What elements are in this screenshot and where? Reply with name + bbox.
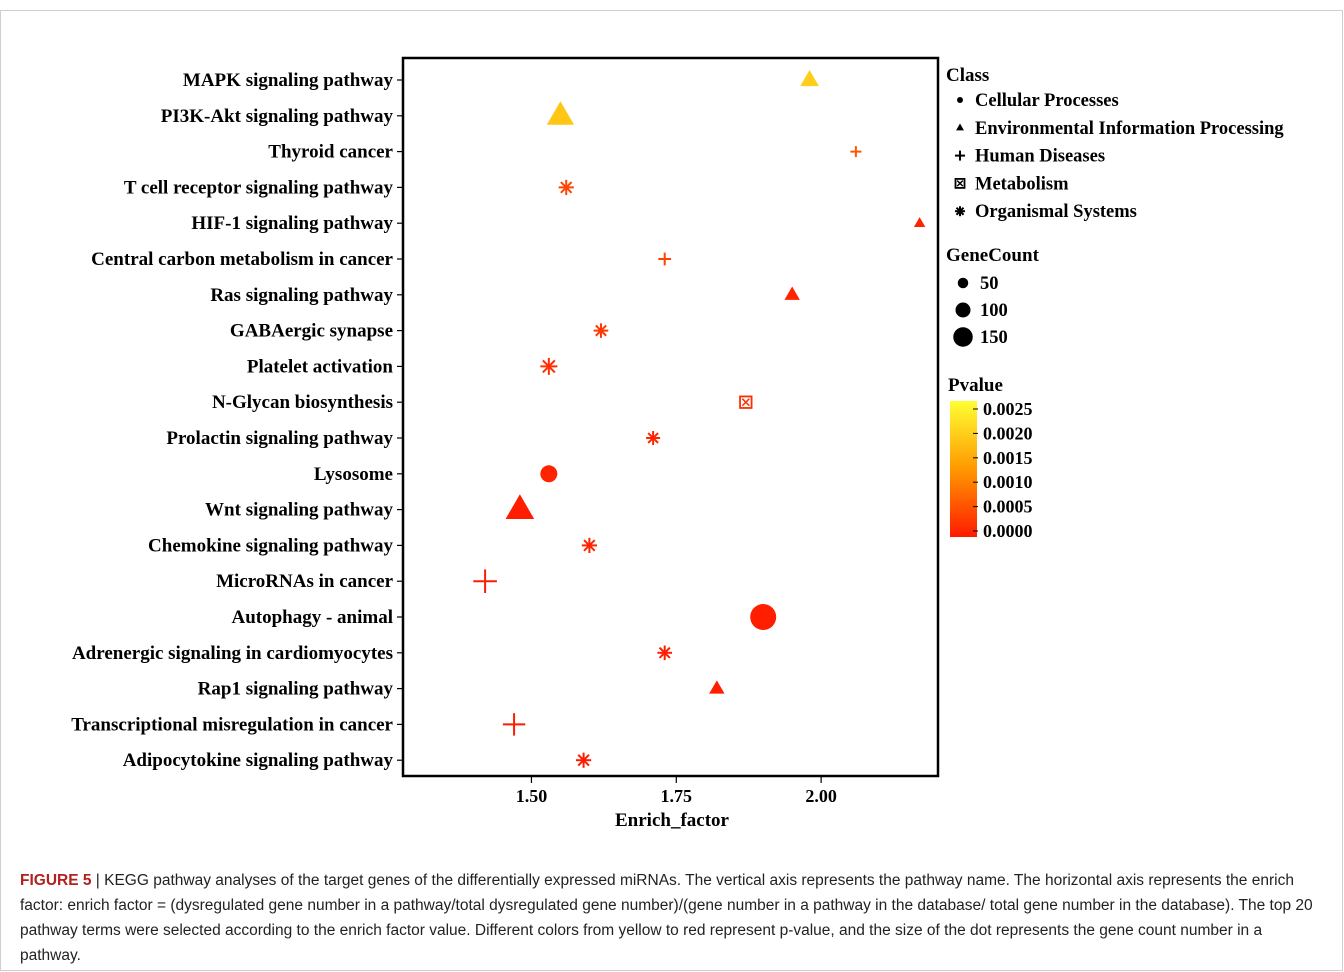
point-wnt-signaling-pathway: [505, 494, 535, 519]
point-micrornas-in-cancer: [473, 569, 497, 593]
plot-area: [401, 56, 940, 778]
legend-class-symbol-environmental-information-processing: [956, 123, 964, 131]
point-t-cell-receptor-signaling-pathway: [558, 179, 574, 195]
point-rap1-signaling-pathway: [709, 680, 725, 694]
caption-separator: |: [91, 872, 105, 889]
legend-size-label-50: 50: [980, 274, 999, 294]
y-tick-label-pi3k-akt-signaling-pathway: PI3K-Akt signaling pathway: [161, 106, 394, 127]
colorbar-tick-label: 0.0020: [983, 423, 1033, 443]
legend-class-metabolism: Metabolism: [975, 174, 1069, 194]
y-tick-label-thyroid-cancer: Thyroid cancer: [268, 142, 393, 163]
point-pi3k-akt-signaling-pathway: [546, 101, 575, 125]
y-tick-label-micrornas-in-cancer: MicroRNAs in cancer: [216, 571, 394, 592]
y-tick-label-lysosome: Lysosome: [314, 464, 393, 485]
y-tick-label-n-glycan-biosynthesis: N-Glycan biosynthesis: [212, 392, 393, 413]
point-platelet-activation: [540, 357, 558, 375]
point-chemokine-signaling-pathway: [581, 537, 597, 553]
legend-color-title: Pvalue: [948, 375, 1003, 396]
colorbar-tick-label: 0.0000: [983, 521, 1033, 541]
point-autophagy-animal: [750, 604, 777, 630]
y-tick-label-ras-signaling-pathway: Ras signaling pathway: [210, 285, 393, 306]
colorbar-tick-label: 0.0010: [983, 472, 1033, 492]
pvalue-colorbar: [950, 401, 977, 537]
kegg-bubble-chart: MAPK signaling pathway PI3K-Akt signaling…: [71, 56, 1284, 831]
point-transcriptional-misregulation-in-cancer: [502, 713, 526, 736]
y-tick-label-wnt-signaling-pathway: Wnt signaling pathway: [205, 500, 393, 521]
colorbar-tick-label: 0.0005: [983, 497, 1033, 517]
y-tick-label-prolactin-signaling-pathway: Prolactin signaling pathway: [166, 428, 393, 449]
point-prolactin-signaling-pathway: [646, 431, 661, 445]
y-tick-label-chemokine-signaling-pathway: Chemokine signaling pathway: [148, 535, 393, 556]
point-ras-signaling-pathway: [784, 286, 800, 300]
y-tick-label-central-carbon-metabolism-in-cancer: Central carbon metabolism in cancer: [91, 249, 393, 270]
y-tick-label-adipocytokine-signaling-pathway: Adipocytokine signaling pathway: [123, 750, 394, 771]
legend-class-human-diseases: Human Diseases: [975, 147, 1105, 167]
y-tick-label-platelet-activation: Platelet activation: [247, 356, 394, 377]
legend-class-cellular-processes: Cellular Processes: [975, 91, 1119, 111]
y-tick-label-gabaergic-synapse: GABAergic synapse: [230, 321, 393, 342]
point-n-glycan-biosynthesis: [739, 395, 753, 409]
caption-text: KEGG pathway analyses of the target gene…: [20, 872, 1313, 964]
y-tick-label-transcriptional-misregulation-in-cancer: Transcriptional misregulation in cancer: [71, 714, 393, 735]
x-axis-title: Enrich_factor: [615, 810, 730, 831]
legend-size-label-150: 150: [980, 328, 1008, 348]
point-gabaergic-synapse: [593, 323, 609, 338]
y-tick-label-t-cell-receptor-signaling-pathway: T cell receptor signaling pathway: [124, 177, 394, 198]
x-tick-label: 1.50: [516, 786, 548, 806]
legend-class-title: Class: [946, 65, 989, 86]
point-thyroid-cancer: [850, 146, 862, 158]
legend-size-label-100: 100: [980, 301, 1008, 321]
legend-size-dot-50: [957, 277, 969, 289]
x-tick-label: 1.75: [661, 786, 693, 806]
point-central-carbon-metabolism-in-cancer: [658, 252, 672, 266]
legend-class-symbol-organismal-systems: [955, 206, 965, 217]
legend-size-dot-150: [953, 327, 973, 347]
figure-label: FIGURE 5: [20, 872, 92, 889]
legend-class-environmental-information-processing: Environmental Information Processing: [975, 119, 1284, 139]
y-tick-label-mapk-signaling-pathway: MAPK signaling pathway: [183, 70, 394, 91]
legend-class-organismal-systems: Organismal Systems: [975, 202, 1137, 222]
point-adipocytokine-signaling-pathway: [575, 752, 592, 768]
point-mapk-signaling-pathway: [800, 69, 819, 87]
point-lysosome: [540, 465, 558, 483]
legend-class-symbol-cellular-processes: [957, 97, 963, 103]
x-tick-label: 2.00: [805, 786, 837, 806]
figure-frame: [0, 10, 1343, 971]
colorbar-tick-label: 0.0015: [983, 448, 1033, 468]
legend-size-title: GeneCount: [946, 245, 1040, 266]
figure-caption: FIGURE 5 | KEGG pathway analyses of the …: [20, 868, 1325, 968]
y-tick-label-autophagy-animal: Autophagy - animal: [231, 607, 393, 628]
legend-class-symbol-human-diseases: [955, 150, 965, 161]
legend-size-dot-100: [955, 302, 971, 318]
point-adrenergic-signaling-in-cardiomyocytes: [657, 645, 673, 661]
colorbar-tick-label: 0.0025: [983, 399, 1033, 419]
legend-class-symbol-metabolism: [954, 177, 966, 189]
point-hif-1-signaling-pathway: [913, 217, 926, 227]
y-tick-label-rap1-signaling-pathway: Rap1 signaling pathway: [198, 679, 394, 700]
y-tick-label-hif-1-signaling-pathway: HIF-1 signaling pathway: [191, 213, 393, 234]
y-tick-label-adrenergic-signaling-in-cardiomyocytes: Adrenergic signaling in cardiomyocytes: [72, 643, 393, 664]
